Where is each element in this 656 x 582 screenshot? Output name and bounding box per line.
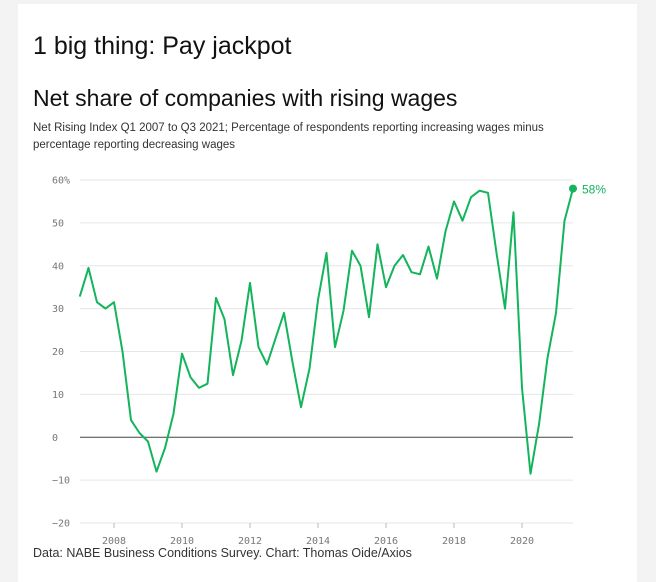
source-note: Data: NABE Business Conditions Survey. C… bbox=[33, 546, 412, 560]
y-tick-label: −10 bbox=[52, 476, 70, 487]
x-axis-ticks: 2008 2010 2012 2014 2016 2018 2020 bbox=[102, 523, 534, 547]
gridlines bbox=[80, 179, 573, 524]
x-tick-label: 2020 bbox=[510, 536, 534, 547]
y-tick-label: 30 bbox=[52, 304, 64, 315]
chart-subtitle: Net Rising Index Q1 2007 to Q3 2021; Per… bbox=[33, 122, 544, 151]
end-value-label: 58% bbox=[582, 183, 606, 197]
y-tick-label: −20 bbox=[52, 519, 70, 530]
x-tick-label: 2014 bbox=[306, 536, 330, 547]
y-tick-label: 20 bbox=[52, 347, 64, 358]
y-tick-label: 10 bbox=[52, 390, 64, 401]
chart-title: Net share of companies with rising wages bbox=[33, 85, 458, 111]
series-layer: 58% bbox=[79, 183, 606, 475]
y-tick-label: 40 bbox=[52, 261, 64, 272]
chart-card bbox=[18, 4, 637, 582]
x-tick-label: 2010 bbox=[170, 536, 194, 547]
x-tick-label: 2018 bbox=[442, 536, 466, 547]
end-point bbox=[569, 184, 577, 193]
x-tick-label: 2016 bbox=[374, 536, 398, 547]
page-headline: 1 big thing: Pay jackpot bbox=[33, 32, 292, 60]
x-tick-label: 2012 bbox=[238, 536, 262, 547]
y-tick-label: 60% bbox=[52, 176, 70, 187]
series-line bbox=[79, 187, 574, 475]
x-tick-label: 2008 bbox=[102, 536, 126, 547]
y-axis-ticks: 60% 50 40 30 20 10 0 −10 −20 bbox=[52, 176, 70, 530]
y-tick-label: 0 bbox=[52, 433, 58, 444]
y-tick-label: 50 bbox=[52, 218, 64, 229]
